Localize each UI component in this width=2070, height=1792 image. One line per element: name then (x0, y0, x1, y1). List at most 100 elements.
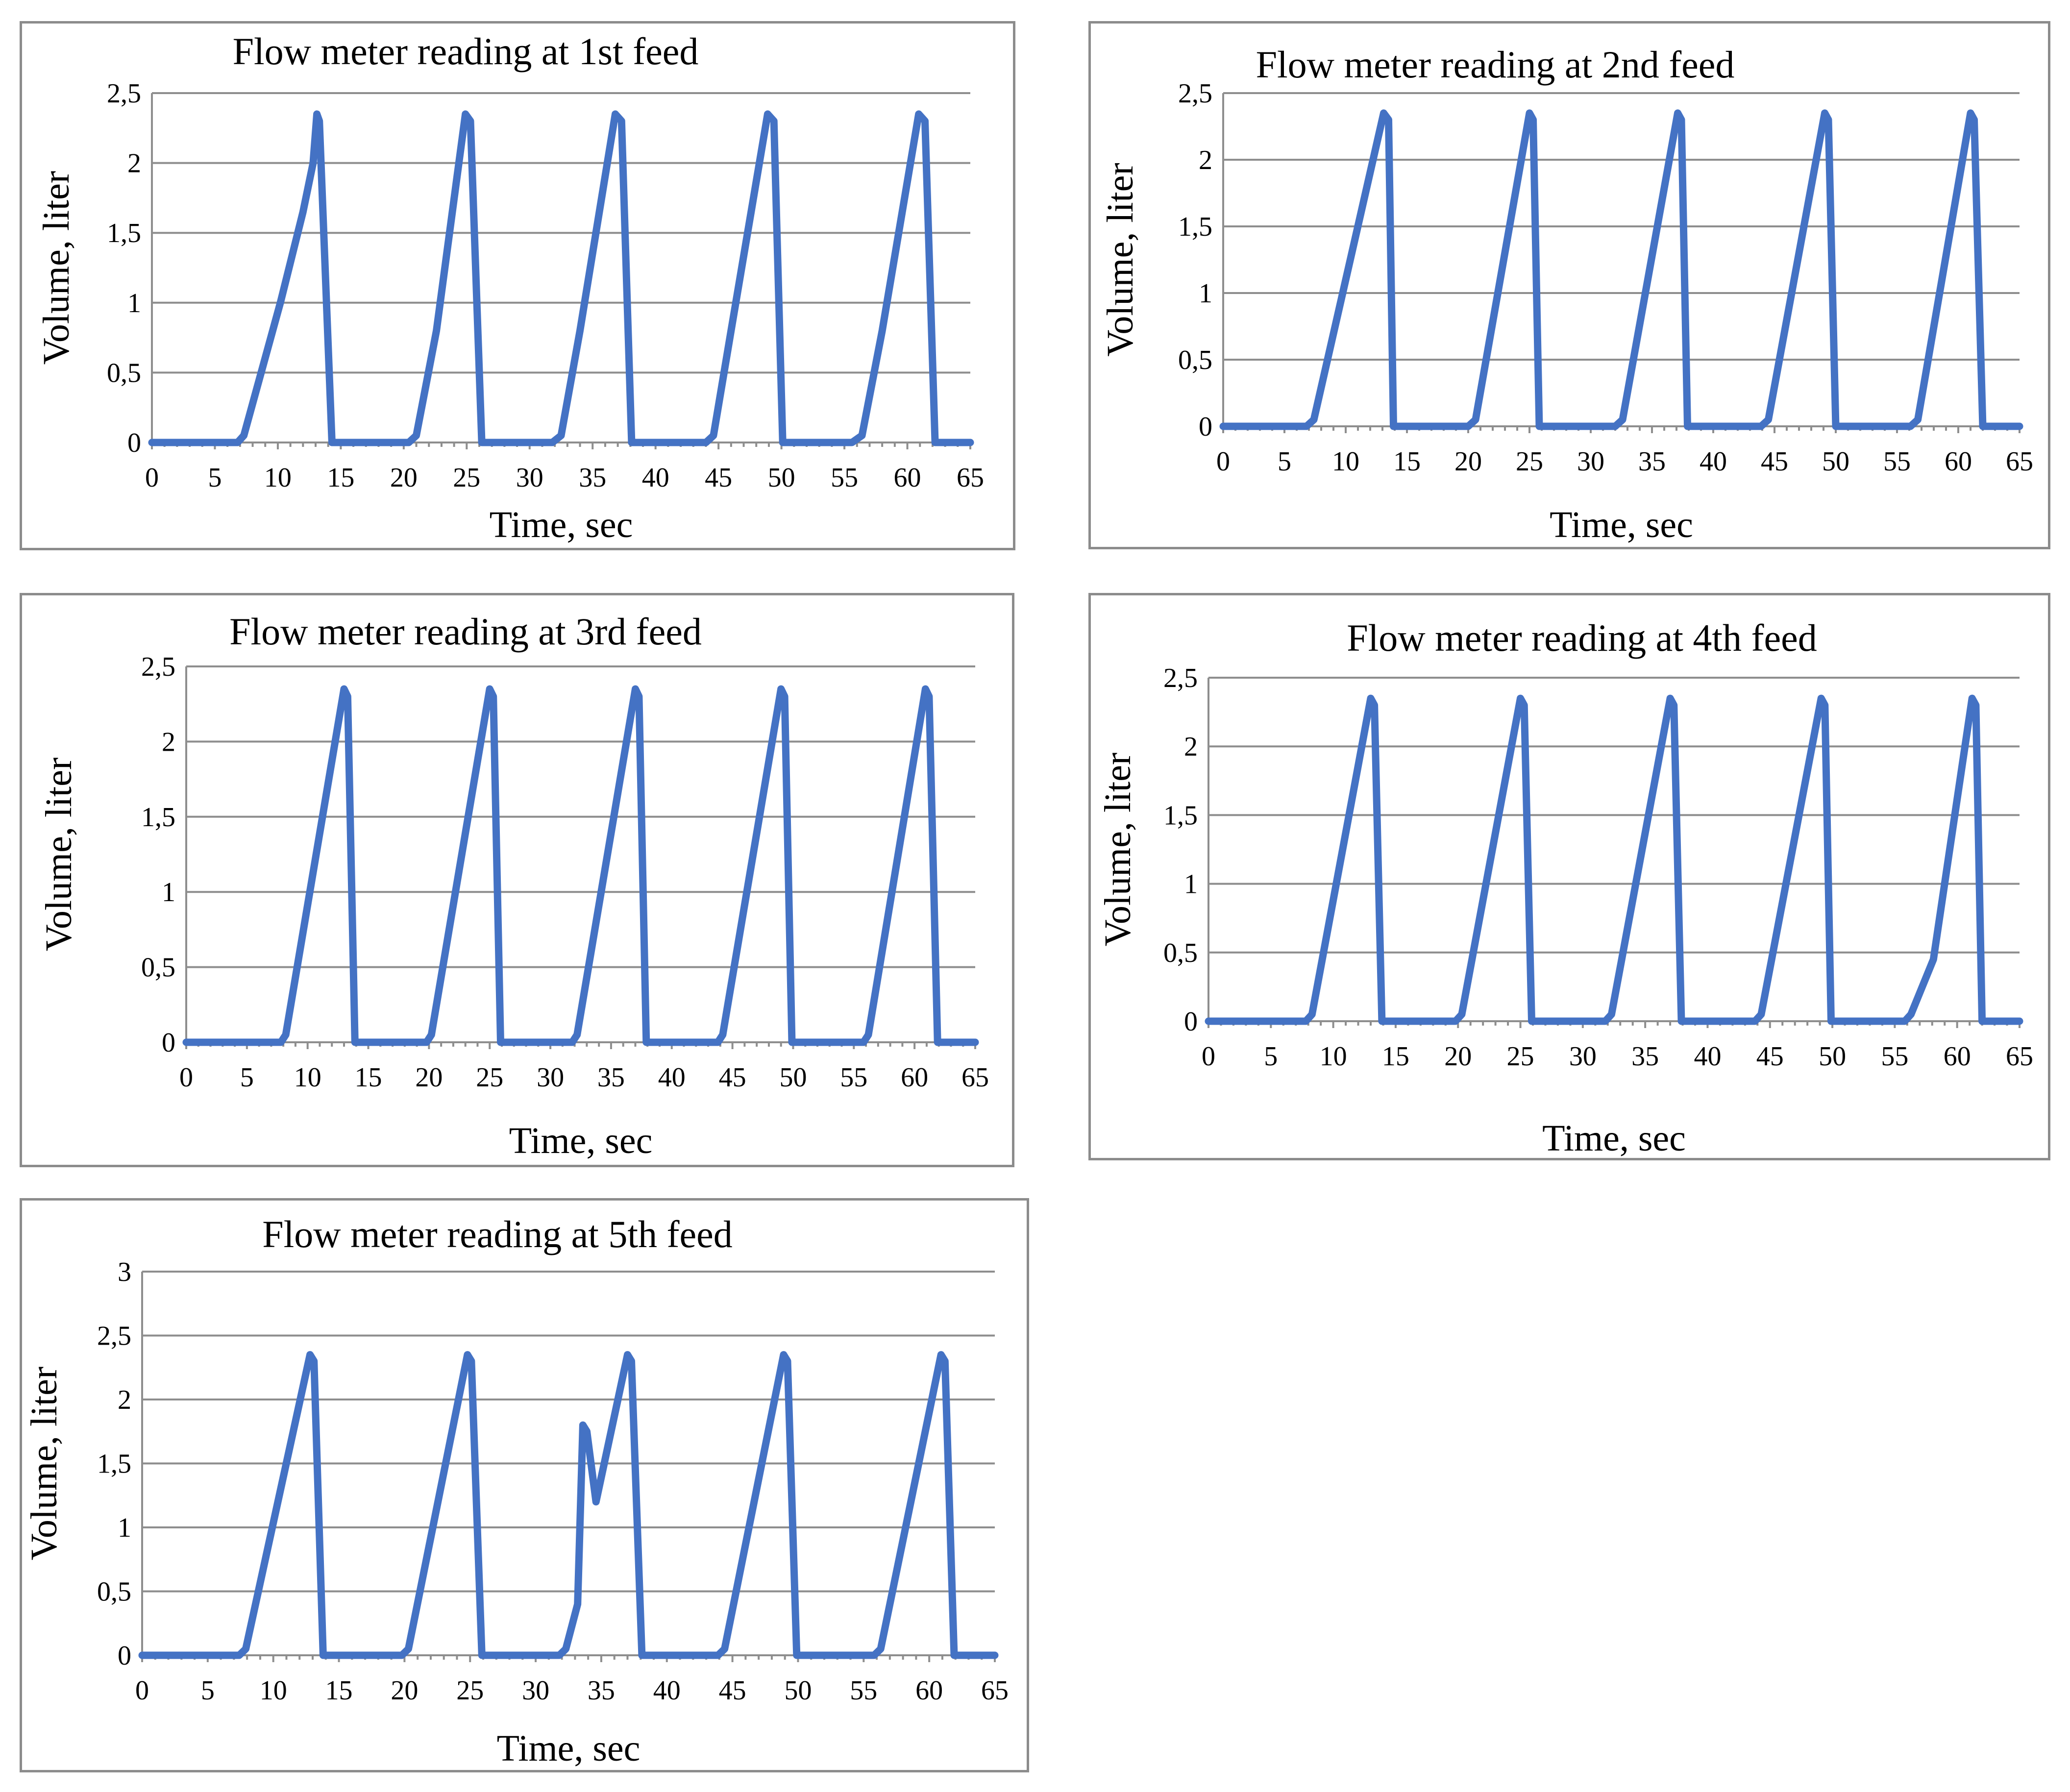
y-tick-label: 2,5 (1163, 663, 1198, 693)
x-tick-label: 55 (1883, 446, 1911, 477)
chart-title: Flow meter reading at 3rd feed (229, 610, 702, 653)
chart-title: Flow meter reading at 5th feed (262, 1213, 733, 1255)
volume-series-line (182, 685, 979, 1046)
x-tick-label: 5 (1278, 446, 1291, 477)
x-tick-label: 35 (588, 1675, 615, 1706)
x-tick-label: 15 (355, 1062, 382, 1093)
y-tick-label: 0,5 (107, 358, 141, 388)
y-tick-label: 0 (162, 1028, 175, 1058)
y-tick-label: 1,5 (97, 1449, 131, 1479)
x-tick-label: 50 (768, 463, 795, 493)
chart-panel-4: 0 0,5 1 1,5 2 2,5 0 5 10 15 20 25 30 35 40 45 50 55 60 65 Fl… (1088, 593, 2050, 1160)
x-tick-label: 5 (1264, 1041, 1278, 1072)
y-tick-label: 1 (127, 288, 141, 319)
x-tick-label: 65 (957, 463, 984, 493)
y-tick-label: 1,5 (1178, 212, 1212, 242)
volume-series-line (138, 1351, 999, 1659)
x-tick-label: 5 (240, 1062, 254, 1093)
x-axis-title: Time, sec (497, 1728, 641, 1769)
volume-series-line (1219, 109, 2023, 430)
y-axis-title: Volume, liter (38, 758, 79, 951)
x-tick-label: 35 (579, 463, 606, 493)
y-tick-label: 2 (1184, 732, 1198, 762)
x-tick-label: 60 (901, 1062, 928, 1093)
x-tick-label: 40 (658, 1062, 686, 1093)
x-tick-label: 20 (1454, 446, 1482, 477)
x-tick-label: 0 (145, 463, 159, 493)
x-tick-label: 30 (522, 1675, 549, 1706)
x-tick-label: 45 (719, 1062, 746, 1093)
x-tick-label: 30 (1577, 446, 1604, 477)
x-tick-label: 5 (201, 1675, 215, 1706)
chart-title: Flow meter reading at 4th feed (1347, 616, 1817, 659)
x-tick-label: 60 (894, 463, 921, 493)
x-tick-label: 30 (1569, 1041, 1597, 1072)
x-tick-label: 35 (1631, 1041, 1659, 1072)
x-tick-label: 45 (1756, 1041, 1784, 1072)
x-tick-label: 10 (260, 1675, 287, 1706)
y-tick-label: 0,5 (1178, 345, 1212, 375)
y-tick-label: 1,5 (107, 218, 141, 248)
chart-title: Flow meter reading at 1st feed (233, 30, 699, 73)
y-tick-label: 3 (118, 1257, 131, 1287)
x-tick-label: 20 (391, 1675, 418, 1706)
chart-panel-2: 0 0,5 1 1,5 2 2,5 0 5 10 15 20 25 30 35 40 45 50 55 60 65 Fl… (1088, 21, 2050, 549)
x-axis-title: Time, sec (509, 1120, 653, 1161)
y-tick-label: 2 (127, 148, 141, 179)
y-tick-label: 2 (1199, 145, 1212, 175)
x-tick-label: 10 (294, 1062, 321, 1093)
chart-svg: 00,511,522,530 5 10 15 20 25 30 35 40 45 50 55 60 65F… (24, 1213, 1009, 1769)
chart-title: Flow meter reading at 2nd feed (1256, 43, 1735, 86)
x-tick-label: 25 (453, 463, 480, 493)
y-tick-label: 0,5 (1163, 938, 1198, 968)
x-tick-label: 45 (1761, 446, 1788, 477)
x-axis-title: Time, sec (1542, 1118, 1686, 1159)
x-axis-title: Time, sec (490, 504, 633, 545)
x-tick-label: 55 (850, 1675, 877, 1706)
y-tick-label: 2,5 (1178, 78, 1212, 109)
x-tick-label: 65 (2006, 446, 2033, 477)
y-tick-label: 1 (1199, 278, 1212, 309)
volume-series-line (1205, 694, 2023, 1025)
x-tick-label: 35 (597, 1062, 625, 1093)
x-tick-label: 50 (1822, 446, 1849, 477)
x-tick-label: 50 (784, 1675, 812, 1706)
x-tick-label: 15 (1393, 446, 1421, 477)
y-axis-title: Volume, liter (36, 171, 77, 365)
x-tick-label: 45 (705, 463, 732, 493)
x-tick-label: 10 (264, 463, 292, 493)
y-tick-label: 2,5 (141, 652, 175, 682)
x-axis-title: Time, sec (1550, 504, 1693, 545)
y-axis-title: Volume, liter (24, 1367, 65, 1560)
x-tick-label: 0 (1216, 446, 1230, 477)
y-tick-label: 2,5 (97, 1321, 131, 1351)
y-tick-label: 0,5 (97, 1577, 131, 1607)
x-tick-label: 25 (456, 1675, 484, 1706)
x-tick-label: 40 (642, 463, 669, 493)
x-tick-label: 60 (1945, 446, 1972, 477)
x-tick-label: 35 (1638, 446, 1666, 477)
x-tick-label: 30 (516, 463, 543, 493)
y-tick-label: 2 (162, 727, 175, 757)
chart-svg: 0 0,5 1 1,5 2 2,5 0 5 10 15 20 25 30 35 40 45 50 55 60 65 Fl… (1100, 43, 2033, 545)
x-tick-label: 15 (325, 1675, 353, 1706)
y-tick-label: 2,5 (107, 78, 141, 109)
x-tick-label: 25 (476, 1062, 503, 1093)
x-tick-label: 25 (1516, 446, 1543, 477)
x-tick-label: 20 (390, 463, 418, 493)
x-tick-label: 20 (1444, 1041, 1472, 1072)
x-tick-label: 25 (1507, 1041, 1534, 1072)
y-tick-label: 1,5 (1163, 800, 1198, 831)
x-tick-label: 65 (2006, 1041, 2033, 1072)
x-tick-label: 55 (1881, 1041, 1908, 1072)
x-tick-label: 60 (1944, 1041, 1971, 1072)
x-tick-label: 55 (840, 1062, 867, 1093)
y-axis-title: Volume, liter (1097, 753, 1138, 946)
chart-panel-5: 0 0,5 1 1,5 2 2,5 3 0 5 10 15 20 25 30 35 40 45 50 55 60 65 F… (20, 1198, 1029, 1772)
x-tick-label: 10 (1332, 446, 1359, 477)
x-tick-label: 60 (915, 1675, 943, 1706)
y-tick-label: 1,5 (141, 802, 175, 833)
x-tick-label: 40 (653, 1675, 681, 1706)
chart-svg: 0 0,5 1 1,5 2 2,5 0 5 10 15 20 25 30 35 40 45 50 55 60 65 Fl… (36, 30, 984, 545)
y-axis-title: Volume, liter (1100, 163, 1141, 356)
